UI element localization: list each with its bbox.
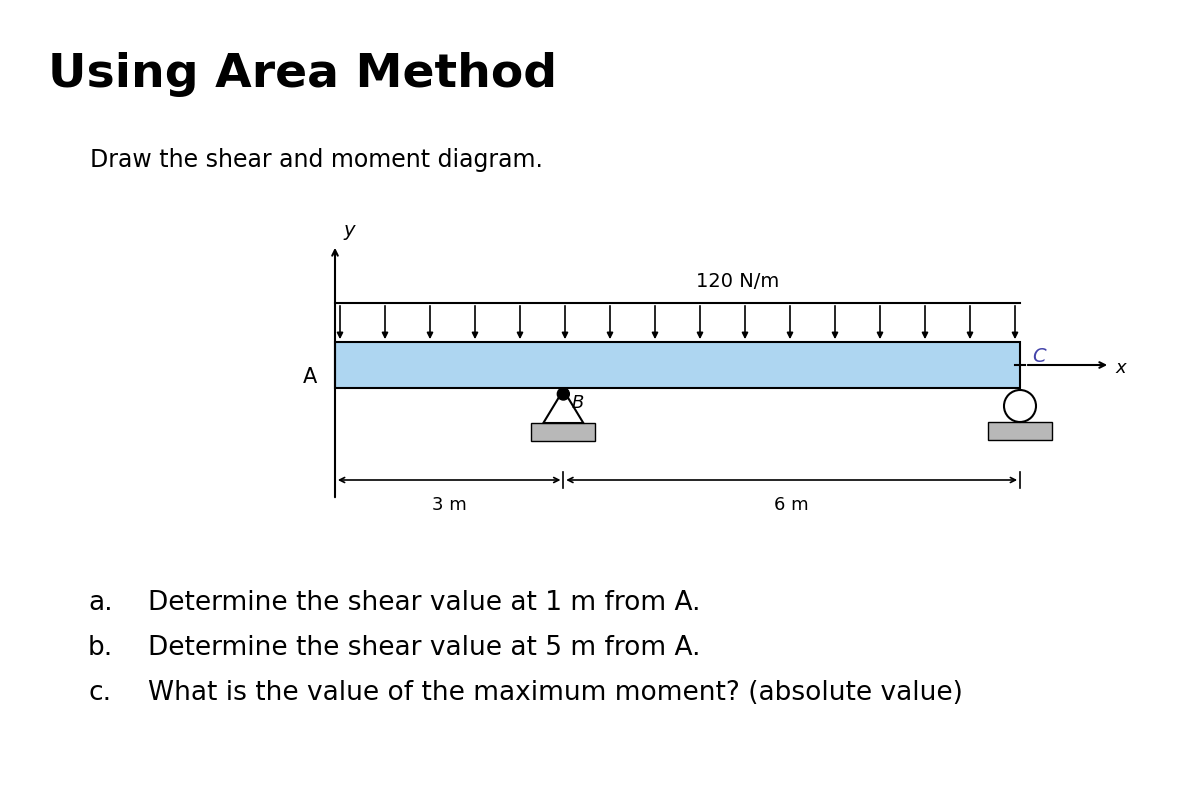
Bar bbox=[335, 342, 1020, 388]
Text: Draw the shear and moment diagram.: Draw the shear and moment diagram. bbox=[90, 148, 542, 172]
Bar bbox=[988, 422, 1052, 440]
Text: C: C bbox=[1032, 347, 1045, 366]
Text: Using Area Method: Using Area Method bbox=[48, 52, 557, 97]
Text: b.: b. bbox=[88, 635, 113, 661]
Text: 3 m: 3 m bbox=[432, 496, 467, 514]
Text: What is the value of the maximum moment? (absolute value): What is the value of the maximum moment?… bbox=[148, 680, 962, 706]
Text: A: A bbox=[302, 367, 317, 387]
Bar bbox=[532, 423, 595, 441]
Text: y: y bbox=[343, 221, 354, 240]
Text: Determine the shear value at 1 m from A.: Determine the shear value at 1 m from A. bbox=[148, 590, 701, 616]
Text: c.: c. bbox=[88, 680, 112, 706]
Text: 120 N/m: 120 N/m bbox=[696, 272, 779, 291]
Polygon shape bbox=[544, 390, 583, 423]
Circle shape bbox=[557, 388, 569, 400]
Text: a.: a. bbox=[88, 590, 113, 616]
Circle shape bbox=[1004, 390, 1036, 422]
Text: 6 m: 6 m bbox=[774, 496, 809, 514]
Text: Determine the shear value at 5 m from A.: Determine the shear value at 5 m from A. bbox=[148, 635, 701, 661]
Text: x: x bbox=[1115, 359, 1126, 377]
Text: B: B bbox=[571, 394, 583, 412]
